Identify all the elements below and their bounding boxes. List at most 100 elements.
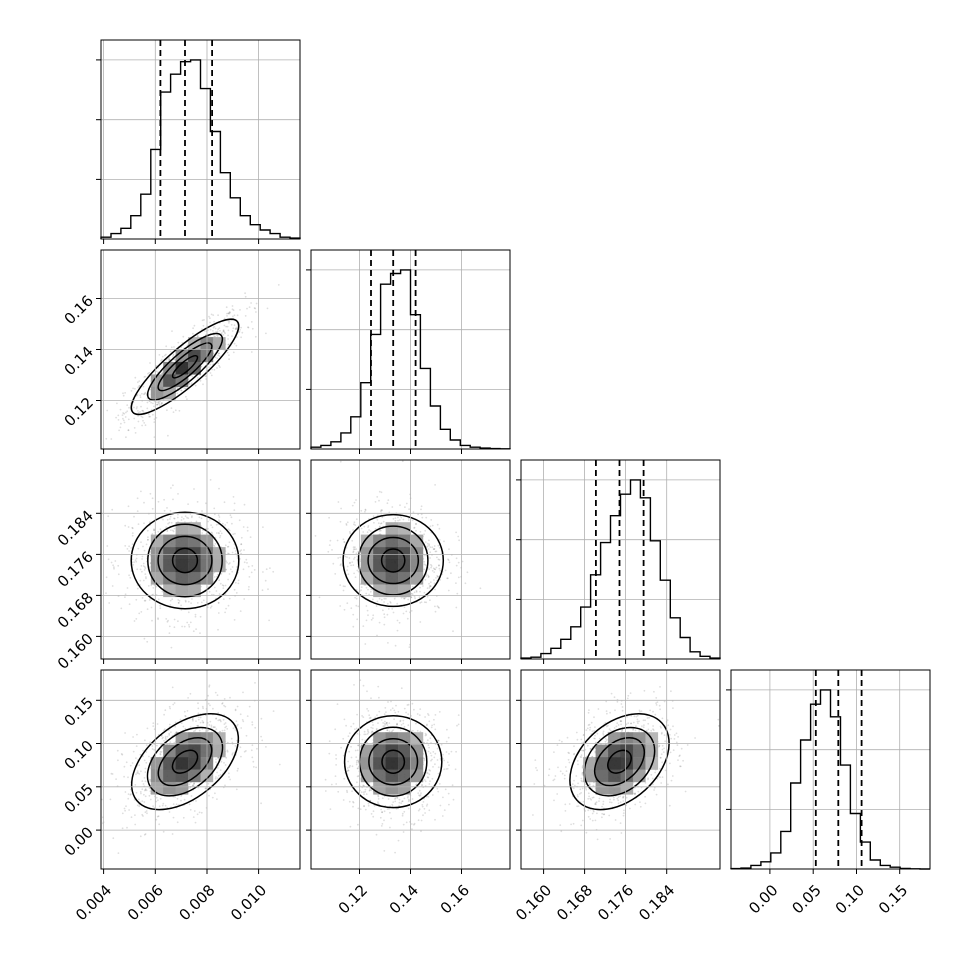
density-cell — [360, 571, 374, 585]
sample-point — [379, 522, 382, 525]
sample-point — [436, 759, 439, 761]
sample-point — [232, 351, 235, 354]
sample-point — [229, 562, 231, 564]
sample-point — [456, 724, 458, 727]
sample-point — [166, 518, 169, 521]
sample-point — [207, 520, 210, 523]
sample-point — [117, 852, 120, 854]
sample-point — [209, 372, 212, 374]
sample-point — [223, 762, 225, 764]
sample-point — [242, 568, 245, 571]
sample-point — [432, 766, 434, 768]
sample-point — [131, 527, 134, 530]
sample-point — [223, 729, 226, 732]
sample-point — [161, 737, 164, 740]
sample-point — [228, 529, 231, 532]
sample-point — [231, 551, 234, 554]
sample-point — [200, 601, 203, 604]
sample-point — [424, 564, 427, 566]
sample-point — [346, 556, 348, 558]
sample-point — [212, 330, 214, 332]
density-cell — [212, 744, 226, 758]
sample-point — [447, 736, 450, 739]
sample-point — [136, 510, 139, 512]
sample-point — [137, 523, 140, 525]
sample-point — [383, 601, 385, 603]
sample-point — [426, 772, 429, 775]
density-cell — [385, 559, 399, 573]
sample-point — [226, 561, 228, 564]
sample-point — [115, 778, 117, 780]
sample-point — [381, 516, 384, 519]
sample-point — [408, 508, 410, 510]
sample-point — [660, 732, 663, 735]
sample-point — [426, 723, 428, 726]
sample-point — [184, 727, 187, 730]
sample-point — [378, 490, 381, 493]
sample-point — [122, 412, 124, 414]
sample-point — [342, 737, 345, 740]
sample-point — [240, 727, 243, 729]
sample-point — [328, 516, 330, 519]
sample-point — [386, 808, 389, 810]
sample-point — [645, 729, 648, 732]
sample-point — [399, 729, 402, 731]
sample-point — [347, 769, 350, 771]
sample-point — [237, 582, 240, 585]
sample-point — [233, 314, 236, 317]
sample-point — [578, 793, 581, 795]
sample-point — [124, 791, 127, 793]
sample-point — [195, 520, 198, 523]
sample-point — [204, 787, 207, 790]
sample-point — [437, 772, 440, 775]
sample-point — [352, 722, 355, 725]
sample-point — [417, 819, 420, 822]
sample-point — [368, 781, 371, 784]
sample-point — [324, 790, 327, 792]
sample-point — [576, 794, 579, 796]
sample-point — [125, 805, 127, 808]
sample-point — [339, 564, 342, 567]
sample-point — [661, 761, 664, 764]
sample-point — [436, 787, 439, 790]
sample-point — [121, 414, 124, 416]
sample-point — [153, 421, 156, 423]
sample-point — [172, 353, 175, 356]
sample-point — [387, 608, 390, 610]
panel-2d-3-2 — [520, 669, 721, 870]
sample-point — [369, 590, 372, 593]
sample-point — [377, 795, 380, 798]
sample-point — [199, 615, 202, 618]
sample-point — [173, 517, 175, 520]
sample-point — [430, 759, 432, 762]
sample-point — [246, 526, 249, 529]
sample-point — [420, 505, 423, 508]
sample-point — [452, 798, 455, 801]
sample-point — [174, 796, 177, 798]
sample-point — [130, 816, 133, 819]
sample-point — [433, 568, 436, 570]
sample-point — [339, 520, 342, 523]
sample-point — [354, 749, 357, 752]
sample-point — [428, 568, 431, 571]
sample-point — [277, 284, 280, 286]
sample-point — [239, 713, 242, 716]
sample-point — [388, 511, 391, 514]
sample-point — [372, 598, 374, 601]
sample-point — [143, 637, 146, 640]
sample-point — [122, 394, 125, 397]
sample-point — [134, 814, 136, 816]
sample-point — [420, 601, 423, 603]
sample-point — [644, 782, 647, 784]
sample-point — [134, 823, 137, 826]
sample-point — [249, 536, 252, 538]
sample-point — [147, 585, 150, 587]
sample-point — [425, 805, 428, 807]
sample-point — [479, 587, 482, 590]
sample-point — [365, 793, 368, 795]
sample-point — [431, 524, 434, 527]
sample-point — [165, 526, 168, 528]
sample-point — [438, 564, 440, 567]
sample-point — [370, 588, 372, 591]
sample-point — [142, 783, 145, 785]
